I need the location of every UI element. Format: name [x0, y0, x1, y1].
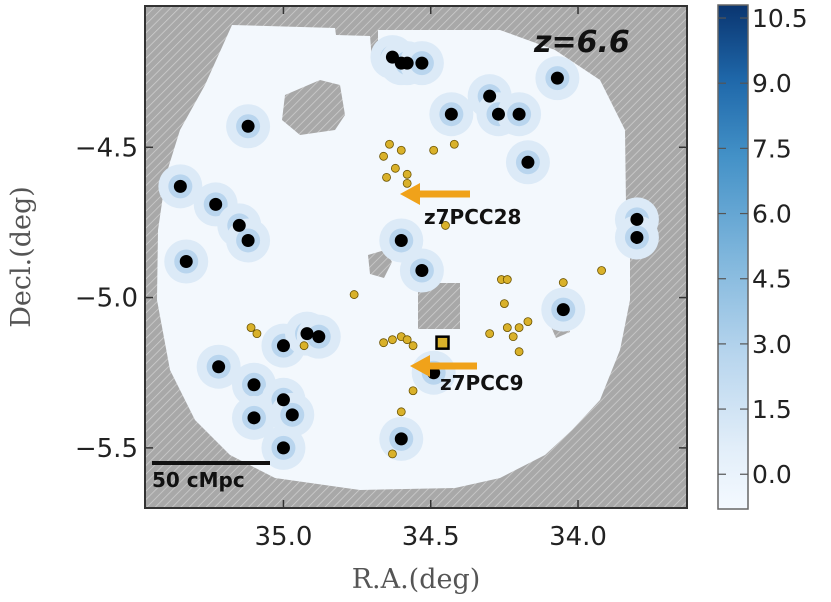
point-black — [285, 408, 299, 422]
scale-bar-label: 50 cMpc — [152, 468, 245, 492]
colorbar-tick-label: 10.5 — [752, 4, 808, 33]
point-yellow — [558, 278, 568, 287]
point-yellow — [396, 145, 406, 155]
redshift-label: z=6.6 — [533, 25, 630, 60]
point-yellow — [379, 151, 388, 161]
point-black — [521, 155, 535, 169]
point-yellow — [499, 299, 509, 308]
annotation-arrow-z7PCC28 — [400, 183, 470, 205]
colorbar-ticks: 10.5 9.0 7.5 6.0 4.5 3.0 1.5 0.0 — [718, 4, 808, 489]
point-yellow — [502, 323, 512, 333]
colorbar-tick-label: 9.0 — [752, 69, 792, 98]
point-yellow — [402, 178, 412, 188]
point-black — [394, 432, 408, 446]
point-black — [276, 441, 290, 455]
colorbar-tick-label: 3.0 — [752, 330, 792, 359]
annotation-label-z7PCC28: z7PCC28 — [424, 205, 521, 229]
point-black — [241, 233, 255, 247]
annotation-arrow-z7PCC9 — [410, 355, 477, 377]
y-tick-label: −5.5 — [75, 434, 138, 464]
point-yellow — [252, 329, 262, 339]
point-black — [300, 327, 314, 341]
point-yellow — [349, 290, 359, 299]
point-black — [232, 218, 246, 232]
point-yellow — [408, 386, 418, 396]
point-black — [415, 56, 429, 70]
point-yellow — [379, 338, 388, 348]
data-points — [173, 50, 644, 459]
point-yellow — [385, 139, 394, 149]
colorbar-tick-label: 6.0 — [752, 200, 792, 229]
colorbar-tick-label: 0.0 — [752, 460, 792, 489]
point-yellow — [408, 341, 418, 351]
point-black — [550, 71, 564, 85]
point-yellow — [299, 341, 309, 351]
plot-frame — [144, 5, 688, 509]
point-black — [415, 264, 429, 278]
point-black — [312, 330, 326, 344]
point-yellow — [429, 145, 439, 155]
annotation-label-z7PCC9: z7PCC9 — [440, 371, 524, 395]
point-black — [483, 89, 497, 103]
x-tick-label: 34.0 — [549, 522, 607, 552]
point-black — [491, 107, 505, 121]
point-yellow — [390, 163, 400, 173]
point-black — [556, 303, 570, 317]
point-black — [173, 179, 187, 193]
point-yellow — [514, 323, 524, 333]
point-black — [212, 360, 226, 374]
colorbar — [717, 4, 749, 510]
point-black — [247, 411, 261, 425]
y-tick-label: −5.0 — [75, 284, 138, 314]
x-tick-label: 34.5 — [402, 522, 460, 552]
point-yellow — [246, 323, 256, 333]
x-tick-label: 35.0 — [255, 522, 313, 552]
point-yellow — [388, 335, 397, 345]
point-yellow — [449, 139, 459, 149]
point-yellow — [382, 172, 391, 182]
point-black — [630, 212, 644, 226]
point-yellow — [396, 407, 406, 417]
point-yellow — [523, 317, 533, 327]
point-black — [209, 197, 223, 211]
point-black — [276, 393, 290, 407]
point-black — [179, 255, 193, 269]
y-tick-label: −4.5 — [75, 133, 138, 163]
point-yellow — [402, 335, 412, 345]
point-yellow — [441, 221, 450, 230]
colorbar-tick-label: 4.5 — [752, 265, 792, 294]
point-yellow — [597, 266, 606, 275]
colorbar-tick-label: 1.5 — [752, 395, 792, 424]
y-axis-title: Decl.(deg) — [6, 186, 37, 328]
point-yellow — [485, 329, 495, 339]
point-black — [444, 107, 458, 121]
point-black — [247, 378, 261, 392]
point-yellow — [388, 449, 397, 459]
point-yellow — [402, 169, 412, 179]
point-yellow — [508, 332, 518, 342]
point-black — [241, 119, 255, 133]
colorbar-tick-label: 7.5 — [752, 134, 792, 163]
point-black — [276, 339, 290, 353]
point-black — [512, 107, 526, 121]
y-axis: −4.5 −5.0 −5.5 — [75, 133, 687, 464]
x-axis: 35.0 34.5 34.0 — [255, 6, 607, 552]
point-square — [435, 335, 450, 350]
point-black — [630, 230, 644, 244]
point-black — [394, 233, 408, 247]
x-axis-title: R.A.(deg) — [352, 564, 481, 595]
point-black — [400, 56, 414, 70]
point-yellow — [502, 275, 512, 284]
point-yellow — [514, 347, 524, 357]
